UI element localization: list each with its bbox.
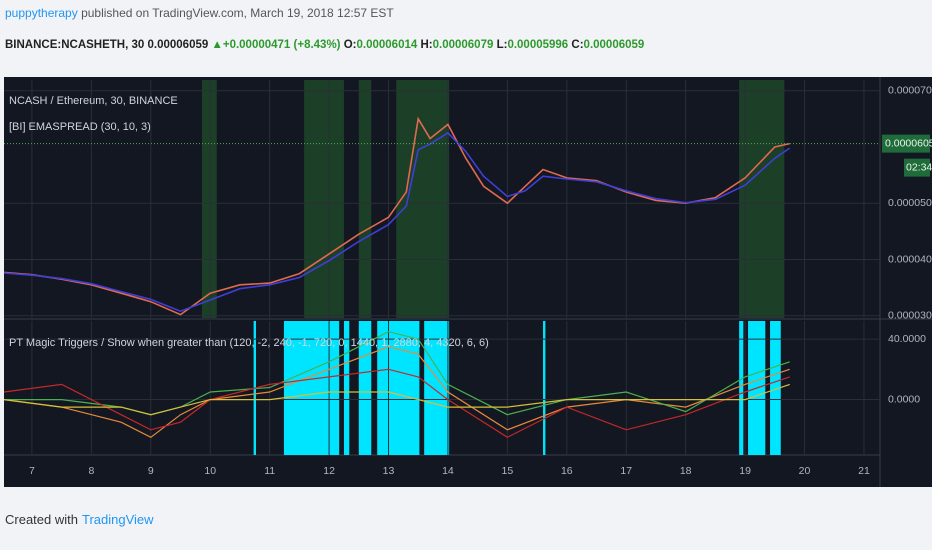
arrow: ▲ [211,39,223,51]
series-line [3,346,790,439]
series-line [3,383,790,416]
series-line [3,131,791,313]
highlight-zone [358,80,372,318]
chart: 0.00003000 0.00004000 0.00005000 0.00007000… [3,77,932,487]
highlight-zone [543,321,546,455]
highlight-zone [343,321,350,455]
highlight-zone [283,321,340,455]
brand[interactable]: TradingView [81,512,154,527]
pane-title: PT Magic Triggers / Show when greater th… [9,337,489,349]
highlight-zone [739,321,744,455]
x-tick-label: 7 [29,465,35,477]
close: 0.00006059 [583,39,645,51]
author[interactable]: puppytherapy [5,6,78,20]
byline: published on TradingView.com, March 19, … [81,6,394,20]
high-label: H: [420,39,433,51]
highlight-zone [739,80,785,318]
footer: Created with TradingView [5,512,154,527]
last: 0.00006059 [147,39,209,51]
x-tick-label: 9 [148,465,154,477]
y-tick-label: 0.00003000 [888,310,932,322]
header: puppytherapy published on TradingView.co… [5,6,394,20]
x-tick-label: 17 [620,465,632,477]
created-with: Created with [5,512,78,527]
y-tick-label: 0.00007000 [888,84,932,96]
open-label: O: [343,39,357,51]
y-tick-label: 0.00004000 [888,253,932,265]
pane-title: NCASH / Ethereum, 30, BINANCE [9,95,178,107]
x-tick-label: 12 [323,465,335,477]
countdown: 02:34 [906,161,932,173]
last-price-box [882,134,930,153]
x-tick-label: 18 [680,465,692,477]
highlight-zone [770,321,781,455]
x-tick-label: 13 [383,465,395,477]
x-tick-label: 8 [88,465,94,477]
last-price-label: 0.00006059 [885,137,932,149]
x-tick-label: 19 [739,465,751,477]
pane-subtitle: [BI] EMASPREAD (30, 10, 3) [9,121,151,133]
low-label: L: [496,39,508,51]
high: 0.00006079 [432,39,494,51]
change: +0.00000471 (+8.43%) [222,39,341,51]
open: 0.00006014 [356,39,418,51]
x-tick-label: 16 [561,465,573,477]
x-tick-label: 11 [264,465,275,477]
highlight-zone [396,80,450,318]
symbol: BINANCE:NCASHETH, 30 [5,39,145,51]
symbol-line: BINANCE:NCASHETH, 30 0.00006059 ▲+0.0000… [5,39,644,51]
series-line [3,368,790,438]
countdown-box [904,158,930,177]
series-line [3,116,790,316]
y-tick-label: 40.0000 [888,333,926,345]
x-tick-label: 20 [799,465,811,477]
x-tick-label: 10 [204,465,216,477]
highlight-zone [201,80,217,318]
y-tick-label: 0.0000 [888,393,920,405]
x-tick-label: 21 [858,465,870,477]
highlight-zone [377,321,420,455]
x-tick-label: 14 [442,465,454,477]
x-tick-label: 15 [502,465,514,477]
close-label: C: [571,39,584,51]
low: 0.00005996 [507,39,569,51]
y-tick-label: 0.00005000 [888,197,932,209]
highlight-zone [304,80,344,318]
